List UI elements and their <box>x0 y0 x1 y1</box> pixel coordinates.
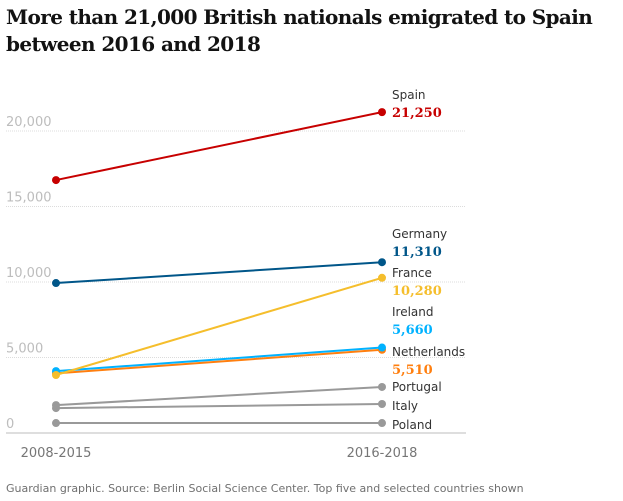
series-line-netherlands <box>55 348 383 375</box>
value-label-france: 10,280 <box>392 284 442 299</box>
country-label-spain: Spain <box>392 88 426 102</box>
y-tick-label: 15,000 <box>6 191 52 206</box>
series-line-france <box>55 276 383 376</box>
data-point-spain-end <box>378 108 386 117</box>
y-tick-label: 5,000 <box>6 342 43 357</box>
country-label-france: France <box>392 266 432 280</box>
country-label-germany: Germany <box>392 227 447 241</box>
chart-title: More than 21,000 British nationals emigr… <box>6 5 593 56</box>
data-point-italy-end <box>378 400 386 409</box>
x-tick-label: 2008-2015 <box>21 446 92 461</box>
series-line-italy <box>55 403 383 410</box>
country-label-poland: Poland <box>392 418 432 432</box>
x-axis-ticks: 2008-2015 2016-2018 <box>21 446 418 461</box>
country-label-portugal: Portugal <box>392 380 442 394</box>
country-label-italy: Italy <box>392 399 418 413</box>
series-lines <box>52 108 386 428</box>
data-point-france-start <box>52 371 60 380</box>
value-label-ireland: 5,660 <box>392 323 433 338</box>
series-line-germany <box>55 261 383 285</box>
y-axis-ticks: 0 5,000 10,000 15,000 20,000 <box>6 115 52 432</box>
data-point-france-end <box>378 273 386 282</box>
series-labels: Spain 21,250 Germany 11,310 France 10,280 Irel… <box>392 88 465 432</box>
data-point-germany-end <box>378 258 386 267</box>
series-line-ireland <box>55 346 383 373</box>
value-label-spain: 21,250 <box>392 106 442 121</box>
data-point-spain-start <box>52 176 60 185</box>
data-point-portugal-end <box>378 382 386 391</box>
country-label-ireland: Ireland <box>392 305 434 319</box>
y-tick-label: 20,000 <box>6 115 52 130</box>
series-line-spain <box>55 111 383 182</box>
country-label-netherlands: Netherlands <box>392 345 465 359</box>
value-label-netherlands: 5,510 <box>392 363 433 378</box>
x-tick-label: 2016-2018 <box>347 446 418 461</box>
y-tick-label: 0 <box>6 417 14 432</box>
data-point-germany-start <box>52 279 60 288</box>
value-label-germany: 11,310 <box>392 245 442 260</box>
data-point-portugal-start <box>52 401 60 410</box>
source-footer: Guardian graphic. Source: Berlin Social … <box>6 482 524 495</box>
data-point-poland-start <box>52 419 60 428</box>
data-point-poland-end <box>378 419 386 428</box>
data-point-ireland-end <box>378 343 386 352</box>
y-tick-label: 10,000 <box>6 266 52 281</box>
series-line-portugal <box>55 385 383 407</box>
